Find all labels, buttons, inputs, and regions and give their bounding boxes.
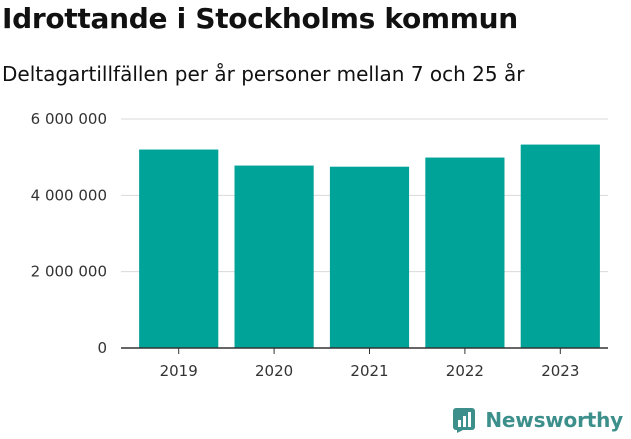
chart-title: Idrottande i Stockholms kommun — [2, 2, 518, 35]
x-tick-label: 2023 — [541, 362, 579, 380]
y-axis-labels: 0 2 000 000 4 000 000 6 000 000 — [31, 110, 107, 357]
x-axis: 2019 2020 2021 2022 2023 — [121, 347, 608, 380]
bar-2020 — [234, 165, 314, 348]
y-tick-label: 2 000 000 — [31, 263, 107, 281]
x-tick-label: 2019 — [160, 362, 198, 380]
y-tick-label: 6 000 000 — [31, 110, 107, 128]
bars — [139, 144, 600, 348]
x-tick-label: 2020 — [255, 362, 293, 380]
bar-2023 — [520, 144, 600, 348]
bar-2021 — [329, 166, 410, 348]
y-tick-label: 0 — [97, 339, 107, 357]
newsworthy-brand: Newsworthy — [452, 407, 623, 433]
y-tick-label: 4 000 000 — [31, 186, 107, 204]
chart-subtitle: Deltagartillfällen per år personer mella… — [2, 62, 525, 86]
bar-2019 — [139, 149, 219, 348]
x-tick-label: 2022 — [446, 362, 484, 380]
x-tick-label: 2021 — [350, 362, 388, 380]
newsworthy-logo-icon — [453, 408, 476, 433]
brand-name: Newsworthy — [485, 408, 623, 432]
bar-2022 — [425, 157, 505, 348]
